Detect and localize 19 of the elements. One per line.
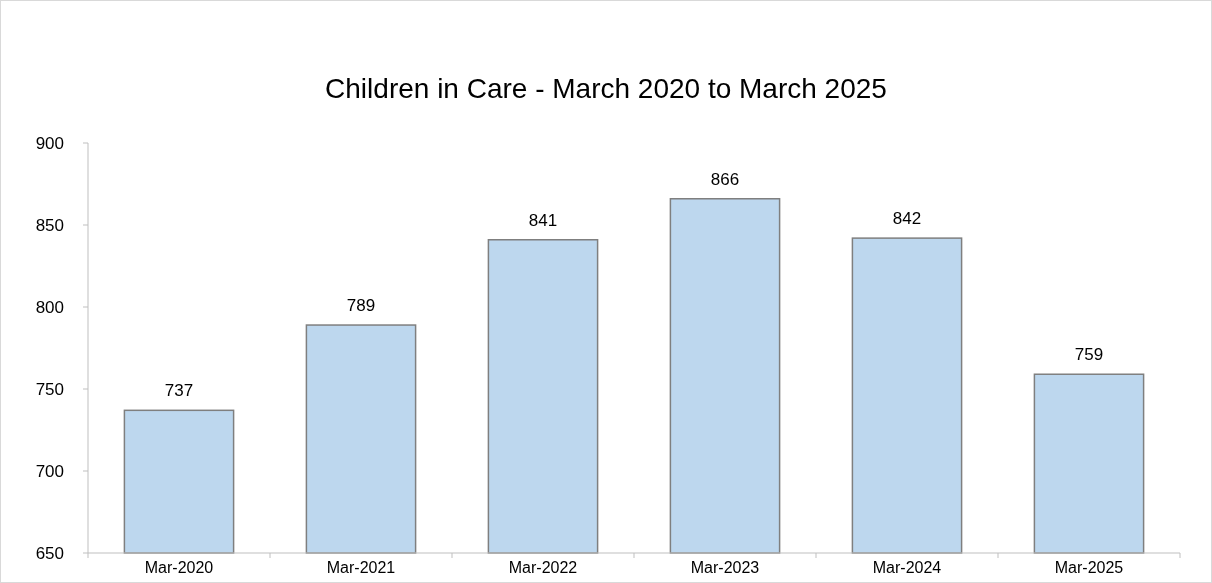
data-label: 759 [1074,345,1104,365]
chart-title: Children in Care - March 2020 to March 2025 [325,73,887,104]
data-label: 841 [528,210,558,230]
y-tick-label: 800 [35,297,64,317]
y-tick-label: 850 [35,215,64,235]
x-tick-label: Mar-2021 [326,559,396,576]
x-tick-label: Mar-2023 [690,559,760,576]
data-label: 789 [346,296,376,316]
data-label: 737 [164,381,194,401]
data-label: 842 [892,209,922,229]
y-tick-label: 700 [35,461,64,481]
data-label: 866 [710,169,740,189]
y-tick-label: 750 [35,379,64,399]
x-tick-label: Mar-2024 [872,559,942,576]
y-tick-label: 650 [35,543,64,563]
x-tick-label: Mar-2020 [144,559,214,576]
y-tick-label: 900 [35,133,64,153]
x-tick-label: Mar-2025 [1054,559,1124,576]
x-tick-label: Mar-2022 [508,559,578,576]
